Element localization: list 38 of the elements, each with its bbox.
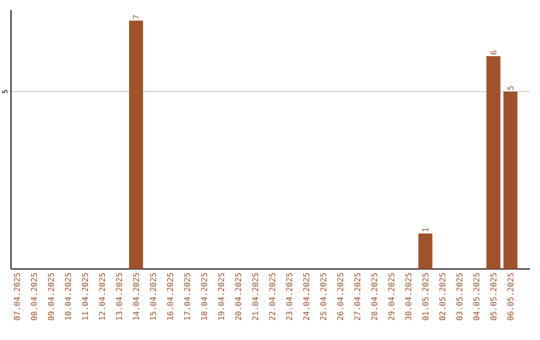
x-tick-label: 06.05.2025 [507, 273, 514, 320]
data-label: 6 [490, 50, 496, 54]
x-tick-label: 04.05.2025 [473, 273, 480, 320]
x-tick-label: 14.04.2025 [133, 273, 140, 320]
x-tick-label: 21.04.2025 [252, 273, 258, 320]
x-tick-label: 02.05.2025 [439, 273, 446, 320]
x-tick-label: 05.05.2025 [490, 273, 496, 320]
x-tick-label: 11.04.2025 [82, 273, 88, 320]
bar [418, 234, 432, 269]
x-tick-label: 19.04.2025 [218, 273, 224, 320]
x-tick-label: 07.04.2025 [14, 273, 20, 320]
x-tick-label: 12.04.2025 [99, 273, 106, 320]
bar [129, 20, 144, 269]
x-tick-label: 25.04.2025 [320, 273, 326, 320]
x-tick-label: 13.04.2025 [116, 273, 122, 320]
x-tick-label: 20.04.2025 [235, 273, 242, 320]
x-tick-label: 01.05.2025 [422, 273, 428, 320]
x-tick-label: 22.04.2025 [269, 273, 276, 320]
x-tick-label: 18.04.2025 [201, 273, 208, 320]
x-tick-label: 28.04.2025 [371, 273, 378, 320]
x-tick-label: 15.04.2025 [150, 273, 156, 320]
x-tick-label: 26.04.2025 [337, 273, 344, 320]
x-tick-label: 16.04.2025 [167, 273, 174, 320]
data-label: 7 [133, 15, 139, 19]
data-label: 5 [507, 86, 514, 90]
x-tick-label: 23.04.2025 [286, 273, 292, 320]
x-tick-label: 08.04.2025 [30, 273, 37, 320]
bar [503, 92, 518, 269]
x-tick-label: 10.04.2025 [64, 273, 72, 320]
x-tick-label: 27.04.2025 [354, 273, 360, 320]
x-tick-label: 17.04.2025 [184, 273, 190, 320]
x-tick-label: 03.05.2025 [456, 273, 462, 320]
x-tick-label: 29.04.2025 [388, 273, 394, 320]
data-label: 1 [422, 228, 428, 232]
x-tick-label: 09.04.2025 [48, 273, 54, 320]
x-tick-label: 24.04.2025 [303, 273, 310, 320]
bar [486, 56, 500, 269]
x-tick-label: 30.04.2025 [405, 273, 412, 320]
